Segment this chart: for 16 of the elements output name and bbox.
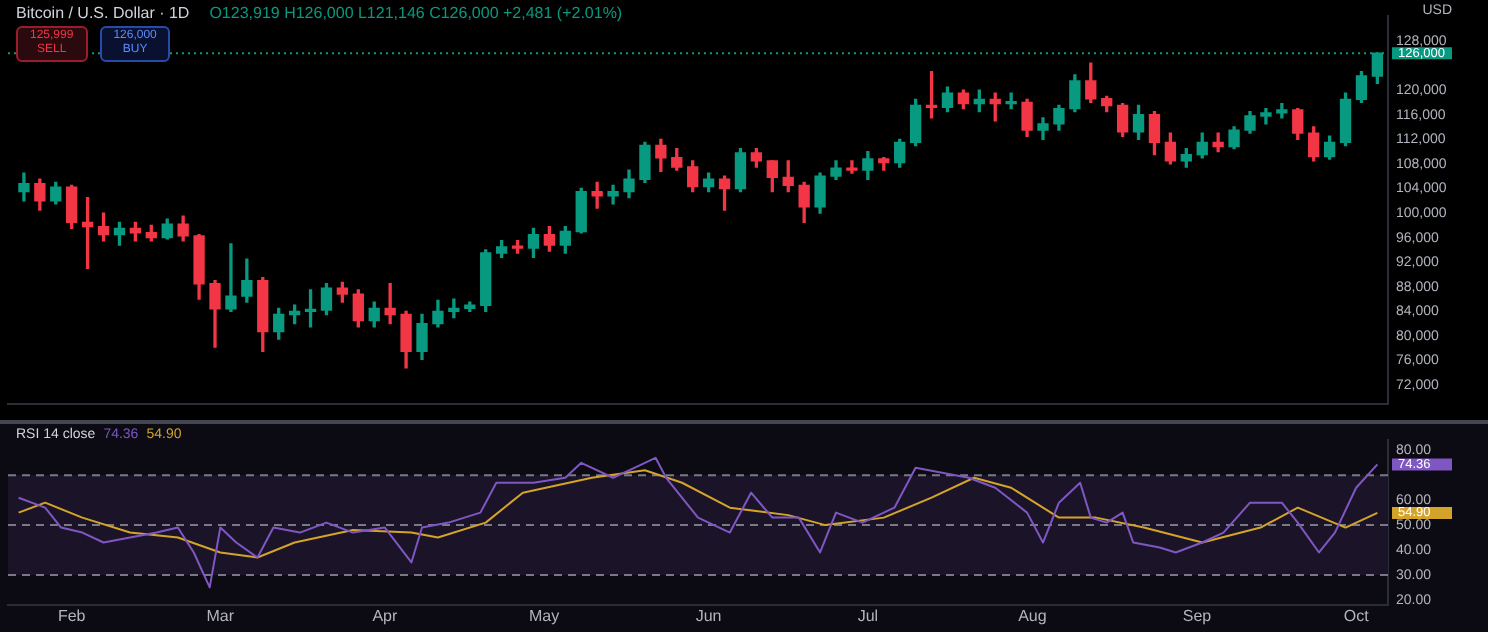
x-tick-label: Feb — [57, 606, 87, 625]
x-tick-label: May — [528, 606, 560, 625]
x-tick-label: Oct — [1343, 606, 1371, 625]
candlestick — [225, 243, 237, 313]
chart-subtitle: O123,919 H126,000 L121,146 C126,000 +2,481 (+2.01%) — [209, 4, 623, 22]
chart-title: Bitcoin / U.S. Dollar · 1D — [16, 4, 190, 22]
candlestick — [591, 181, 603, 209]
x-tick-label: Jul — [857, 606, 879, 625]
candlestick — [384, 283, 396, 325]
x-tick-label: Jun — [695, 606, 722, 625]
x-tick-label: Apr — [372, 606, 398, 625]
candlestick — [448, 298, 460, 319]
x-tick-label: Mar — [206, 606, 235, 625]
x-tick-label: Sep — [1182, 606, 1213, 625]
x-tick-label: Aug — [1018, 606, 1047, 625]
candlestick — [1005, 92, 1017, 110]
